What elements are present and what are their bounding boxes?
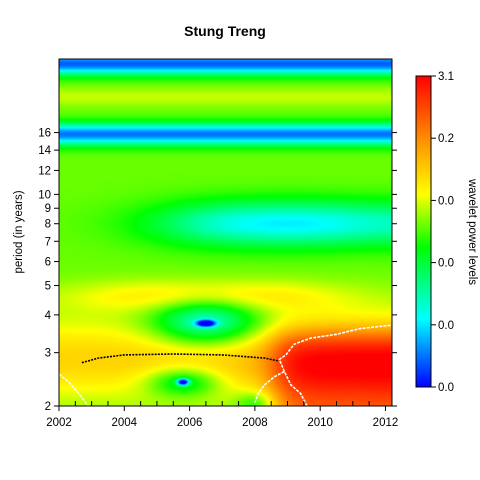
colorbar-axis: 3.1 0.2 0.0 0.0 0.0 0.0 (431, 71, 454, 394)
colorbar-tick-label: 0.0 (438, 382, 454, 394)
colorbar-tick-label: 0.0 (438, 195, 454, 207)
x-tick-label: 2010 (307, 417, 333, 429)
y-axis: 2 3 4 5 6 7 8 9 10 12 14 16 (38, 128, 397, 413)
y-tick-label: 4 (45, 310, 52, 322)
y-tick-label: 10 (38, 189, 51, 201)
significance-contours (59, 324, 392, 406)
y-axis-label: period (in years) (13, 190, 25, 273)
y-tick-label: 7 (45, 236, 51, 248)
x-tick-label: 2006 (177, 417, 203, 429)
y-tick-label: 3 (45, 348, 51, 360)
ridge-line (81, 353, 278, 364)
y-tick-label: 12 (38, 165, 51, 177)
y-tick-label: 8 (45, 219, 51, 231)
significance-contour (59, 373, 90, 406)
colorbar (415, 75, 432, 388)
chart-title: Stung Treng (184, 23, 266, 39)
significance-contour (278, 324, 392, 406)
y-tick-label: 5 (45, 281, 51, 293)
x-tick-label: 2004 (111, 417, 137, 429)
y-tick-label: 16 (38, 128, 51, 140)
wavelet-power-heatmap (59, 59, 392, 406)
x-tick-label: 2008 (242, 417, 268, 429)
x-axis: 2002 2004 2006 2008 2010 2012 (46, 401, 398, 429)
plot-frame (58, 58, 393, 407)
x-tick-label: 2012 (373, 417, 399, 429)
colorbar-tick-label: 3.1 (438, 71, 454, 83)
y-tick-label: 14 (38, 145, 51, 157)
colorbar-tick-label: 0.2 (438, 133, 454, 145)
colorbar-tick-label: 0.0 (438, 258, 454, 270)
colorbar-tick-label: 0.0 (438, 320, 454, 332)
y-tick-label: 2 (45, 401, 51, 413)
colorbar-label: wavelet power levels (466, 178, 478, 285)
y-tick-label: 9 (45, 203, 51, 215)
y-tick-label: 6 (45, 257, 51, 269)
significance-contour (254, 370, 285, 404)
x-tick-label: 2002 (46, 417, 72, 429)
